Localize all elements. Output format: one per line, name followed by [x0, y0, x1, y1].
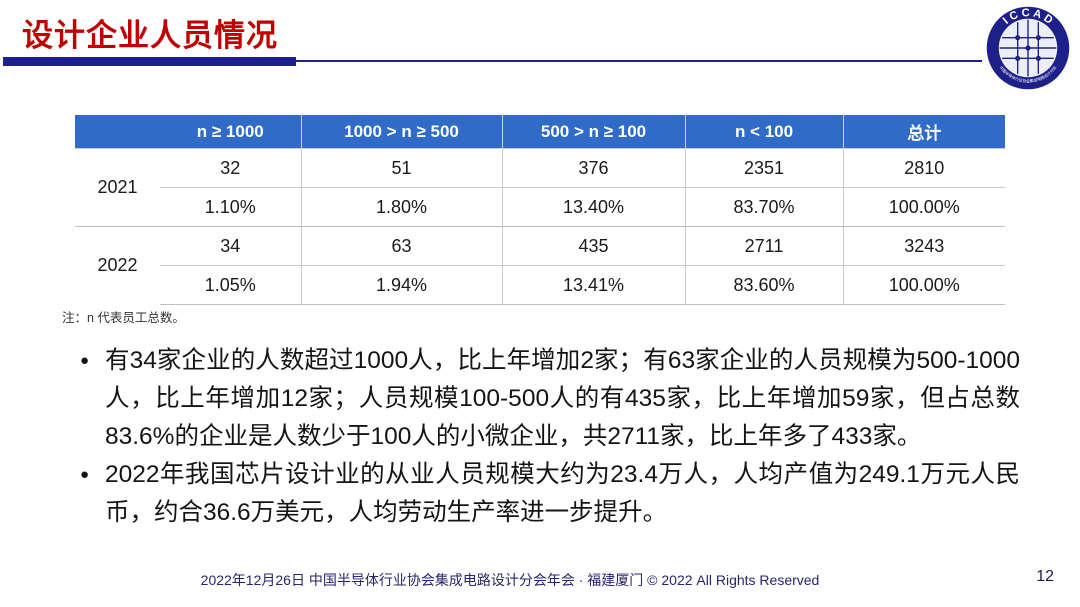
column-header: 1000 > n ≥ 500 — [300, 115, 502, 149]
bullet-item: 有34家企业的人数超过1000人，比上年增加2家；有63家企业的人员规模为500… — [78, 342, 1020, 456]
count-cell: 3243 — [842, 226, 1005, 266]
percent-cell: 13.41% — [501, 265, 685, 305]
footer-text: 2022年12月26日 中国半导体行业协会集成电路设计分会年会 · 福建厦门 ©… — [200, 572, 820, 588]
title-underline-thick — [3, 57, 296, 66]
personnel-table: n ≥ 1000 1000 > n ≥ 500 500 > n ≥ 100 n … — [75, 115, 1005, 305]
percent-cell: 1.80% — [300, 187, 502, 227]
table-header-row: n ≥ 1000 1000 > n ≥ 500 500 > n ≥ 100 n … — [75, 115, 1005, 149]
table-row: 1.05% 1.94% 13.41% 83.60% 100.00% — [75, 265, 1005, 305]
iccad-logo-icon: I C C A D 中国半导体行业协会集成电路设计分会 — [986, 6, 1070, 90]
column-header: 500 > n ≥ 100 — [501, 115, 685, 149]
percent-cell: 100.00% — [842, 265, 1005, 305]
percent-cell: 100.00% — [842, 187, 1005, 227]
percent-cell: 1.05% — [160, 265, 301, 305]
count-cell: 32 — [160, 148, 301, 188]
column-header: n ≥ 1000 — [160, 115, 301, 149]
count-cell: 63 — [300, 226, 502, 266]
percent-cell: 1.94% — [300, 265, 502, 305]
percent-cell: 83.70% — [684, 187, 843, 227]
count-cell: 34 — [160, 226, 301, 266]
corner-cell — [75, 115, 160, 149]
table-row: 2021 32 51 376 2351 2810 — [75, 148, 1005, 227]
count-cell: 2351 — [684, 148, 843, 188]
column-header: 总计 — [842, 115, 1005, 149]
count-cell: 2711 — [684, 226, 843, 266]
percent-cell: 13.40% — [501, 187, 685, 227]
count-cell: 51 — [300, 148, 502, 188]
year-label: 2022 — [75, 226, 160, 305]
table-row: 1.10% 1.80% 13.40% 83.70% 100.00% — [75, 187, 1005, 227]
page-title: 设计企业人员情况 — [22, 18, 278, 53]
count-cell: 435 — [501, 226, 685, 266]
logo-top-text: I C C A D — [1001, 7, 1055, 27]
page-number: 12 — [1036, 568, 1054, 585]
count-cell: 2810 — [842, 148, 1005, 188]
bullet-list: 有34家企业的人数超过1000人，比上年增加2家；有63家企业的人员规模为500… — [78, 342, 1020, 532]
title-underline-thin — [296, 60, 982, 62]
table-note: 注：n 代表员工总数。 — [62, 311, 185, 325]
year-label: 2021 — [75, 148, 160, 227]
percent-cell: 1.10% — [160, 187, 301, 227]
percent-cell: 83.60% — [684, 265, 843, 305]
table-row: 2022 34 63 435 2711 3243 — [75, 226, 1005, 305]
svg-text:I C C A D: I C C A D — [1001, 7, 1055, 27]
column-header: n < 100 — [684, 115, 843, 149]
bullet-item: 2022年我国芯片设计业的从业人员规模大约为23.4万人，人均产值为249.1万… — [78, 456, 1020, 532]
count-cell: 376 — [501, 148, 685, 188]
